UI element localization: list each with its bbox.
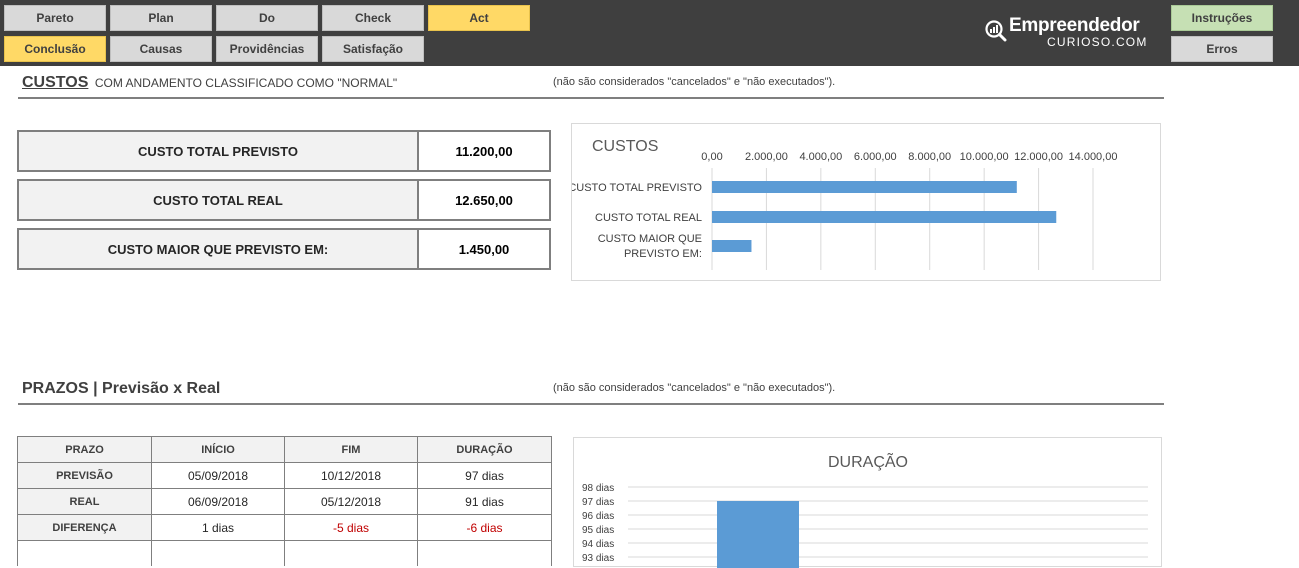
cost-value: 12.650,00 <box>419 181 549 219</box>
nav-button-plan[interactable]: Plan <box>110 5 212 31</box>
column-header: PRAZO <box>17 436 152 463</box>
x-tick-label: 4.000,00 <box>799 151 842 163</box>
x-tick-label: 12.000,00 <box>1014 151 1063 163</box>
cost-row-diferenca: CUSTO MAIOR QUE PREVISTO EM: 1.450,00 <box>17 228 551 270</box>
table-row <box>17 540 552 566</box>
logo-subtext: CURIOSO.COM <box>1047 35 1148 49</box>
chart-title: DURAÇÃO <box>828 451 908 471</box>
cost-label: CUSTO TOTAL PREVISTO <box>19 132 419 170</box>
row-header: REAL <box>17 488 152 515</box>
x-tick-label: 10.000,00 <box>960 151 1009 163</box>
category-label: CUSTO MAIOR QUE PREVISTO EM: <box>598 233 702 260</box>
nav-button-do[interactable]: Do <box>216 5 318 31</box>
nav-button-instrucoes[interactable]: Instruções <box>1171 5 1273 31</box>
table-cell: 05/09/2018 <box>151 462 285 489</box>
nav-button-conclusao[interactable]: Conclusão <box>4 36 106 62</box>
custos-divider <box>18 97 1164 99</box>
cost-value: 1.450,00 <box>419 230 549 268</box>
chart-title: CUSTOS <box>592 138 658 155</box>
custos-chart-svg: CUSTOS 0,00 2.000,00 4.000,00 6.000,00 8.000… <box>572 138 1118 270</box>
row-header: PREVISÃO <box>17 462 152 489</box>
column-header: FIM <box>284 436 418 463</box>
x-tick-label: 2.000,00 <box>745 151 788 163</box>
table-row: PREVISÃO 05/09/2018 10/12/2018 97 dias <box>17 462 552 489</box>
nav-button-causas[interactable]: Causas <box>110 36 212 62</box>
column-header: DURAÇÃO <box>417 436 552 463</box>
prazos-title: PRAZOS | Previsão x Real <box>22 380 221 397</box>
cost-label: CUSTO MAIOR QUE PREVISTO EM: <box>19 230 419 268</box>
cost-row-real: CUSTO TOTAL REAL 12.650,00 <box>17 179 551 221</box>
bar <box>712 181 1017 193</box>
prazos-note: (não são considerados "cancelados" e "nã… <box>553 382 836 394</box>
nav-button-act[interactable]: Act <box>428 5 530 31</box>
y-tick-label: 93 dias <box>582 553 614 564</box>
custos-chart: CUSTOS 0,00 2.000,00 4.000,00 6.000,00 8.000… <box>571 123 1161 281</box>
duracao-chart: DURAÇÃO 98 dias 97 dias 96 dias 95 dias 94 d… <box>573 437 1162 568</box>
nav-button-satisfacao[interactable]: Satisfação <box>322 36 424 62</box>
y-tick-label: 96 dias <box>582 511 614 522</box>
table-cell <box>284 540 418 566</box>
duracao-chart-svg: DURAÇÃO 98 dias 97 dias 96 dias 95 dias 94 d… <box>582 451 1148 568</box>
category-label: CUSTO TOTAL PREVISTO <box>572 182 702 194</box>
magnifier-chart-icon <box>985 20 1007 42</box>
y-tick-label: 97 dias <box>582 497 614 508</box>
table-cell: 1 dias <box>151 514 285 541</box>
table-header-row: PRAZO INÍCIO FIM DURAÇÃO <box>17 436 552 463</box>
table-cell <box>17 540 152 566</box>
row-header: DIFERENÇA <box>17 514 152 541</box>
bar <box>717 501 799 568</box>
bar <box>712 211 1057 223</box>
custos-note: (não são considerados "cancelados" e "nã… <box>553 76 836 88</box>
custos-heading: CUSTOS COM ANDAMENTO CLASSIFICADO COMO "… <box>22 74 397 92</box>
brand-logo: Empreendedor CURIOSO.COM <box>985 15 1155 52</box>
table-cell: 97 dias <box>417 462 552 489</box>
table-cell: -6 dias <box>417 514 552 541</box>
x-tick-label: 6.000,00 <box>854 151 897 163</box>
table-cell: 05/12/2018 <box>284 488 418 515</box>
logo-text: Empreendedor <box>1009 15 1140 36</box>
top-navigation-bar: Pareto Plan Do Check Act Conclusão Causa… <box>0 0 1299 66</box>
table-row: REAL 06/09/2018 05/12/2018 91 dias <box>17 488 552 515</box>
y-tick-label: 94 dias <box>582 539 614 550</box>
nav-button-check[interactable]: Check <box>322 5 424 31</box>
y-tick-label: 95 dias <box>582 525 614 536</box>
bar <box>712 240 752 252</box>
table-row: DIFERENÇA 1 dias -5 dias -6 dias <box>17 514 552 541</box>
table-cell: 10/12/2018 <box>284 462 418 489</box>
table-cell: 06/09/2018 <box>151 488 285 515</box>
category-label: CUSTO TOTAL REAL <box>595 212 702 224</box>
nav-button-pareto[interactable]: Pareto <box>4 5 106 31</box>
cost-label: CUSTO TOTAL REAL <box>19 181 419 219</box>
x-tick-label: 8.000,00 <box>908 151 951 163</box>
nav-button-erros[interactable]: Erros <box>1171 36 1273 62</box>
prazos-divider <box>18 403 1164 405</box>
cost-row-previsto: CUSTO TOTAL PREVISTO 11.200,00 <box>17 130 551 172</box>
x-tick-label: 14.000,00 <box>1069 151 1118 163</box>
table-cell <box>417 540 552 566</box>
nav-button-providencias[interactable]: Providências <box>216 36 318 62</box>
column-header: INÍCIO <box>151 436 285 463</box>
y-tick-label: 98 dias <box>582 483 614 494</box>
table-cell <box>151 540 285 566</box>
table-cell: -5 dias <box>284 514 418 541</box>
table-cell: 91 dias <box>417 488 552 515</box>
cost-value: 11.200,00 <box>419 132 549 170</box>
custos-subtitle: COM ANDAMENTO CLASSIFICADO COMO "NORMAL" <box>94 76 398 90</box>
x-tick-label: 0,00 <box>701 151 722 163</box>
prazos-table: PRAZO INÍCIO FIM DURAÇÃO PREVISÃO 05/09/… <box>17 436 552 566</box>
custos-title: CUSTOS <box>22 74 89 91</box>
